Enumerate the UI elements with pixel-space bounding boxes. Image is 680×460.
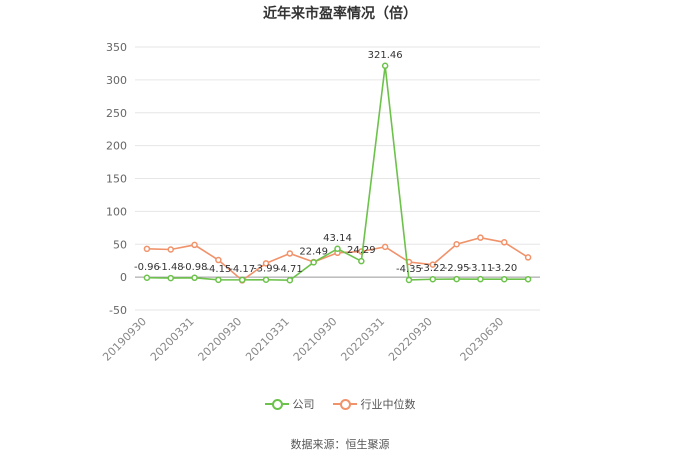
data-label: -4.15 bbox=[205, 264, 231, 275]
data-point-company bbox=[310, 259, 317, 266]
y-tick-label: 350 bbox=[106, 41, 127, 54]
data-point-company bbox=[191, 274, 198, 282]
data-point-company bbox=[358, 257, 365, 265]
data-label: -3.11 bbox=[468, 263, 494, 274]
data-point-company bbox=[453, 275, 460, 283]
legend-swatch-company bbox=[264, 399, 289, 410]
data-point-company bbox=[524, 275, 532, 283]
data-label: 24.29 bbox=[347, 245, 376, 256]
data-point-company bbox=[286, 276, 294, 284]
data-point-company bbox=[381, 62, 389, 70]
data-label: 321.46 bbox=[368, 50, 403, 61]
data-point-company bbox=[238, 276, 246, 284]
data-source: 数据来源：恒生聚源 bbox=[290, 438, 390, 451]
data-point-company bbox=[143, 274, 151, 282]
data-point-company bbox=[167, 274, 174, 282]
data-point-company bbox=[429, 275, 437, 283]
data-label: -3.99 bbox=[253, 264, 279, 275]
data-label: -4.17 bbox=[229, 264, 255, 275]
data-point-company bbox=[215, 276, 222, 284]
data-label: -3.22 bbox=[420, 263, 446, 274]
line-chart: 350 300 250 200 150 100 50 0 -502019093020200331… bbox=[100, 41, 540, 364]
data-label: -4.71 bbox=[277, 264, 303, 275]
data-point-company bbox=[477, 275, 484, 283]
x-tick-label: 20190930 bbox=[100, 315, 149, 364]
data-point-company bbox=[334, 245, 341, 253]
data-point-industry bbox=[524, 254, 532, 261]
legend-swatch-industry bbox=[332, 399, 357, 410]
x-tick-label: 20210930 bbox=[291, 315, 340, 364]
y-tick-label: -50 bbox=[109, 304, 127, 317]
y-tick-label: 200 bbox=[106, 140, 127, 153]
data-label: -1.48 bbox=[158, 262, 184, 273]
data-point-industry bbox=[215, 256, 222, 264]
data-label: -2.95 bbox=[444, 263, 470, 274]
data-point-industry bbox=[143, 245, 151, 253]
data-label: 22.49 bbox=[299, 246, 328, 257]
legend: 公司 行业中位数 bbox=[0, 396, 680, 412]
data-label: -3.20 bbox=[491, 263, 517, 274]
data-point-company bbox=[501, 275, 508, 283]
data-label: -4.35 bbox=[396, 264, 422, 275]
y-tick-label: 150 bbox=[106, 173, 127, 186]
data-label: -0.98 bbox=[182, 262, 208, 273]
data-label: 43.14 bbox=[323, 233, 352, 244]
data-point-industry bbox=[429, 261, 437, 268]
data-point-industry bbox=[477, 234, 484, 241]
legend-label-industry: 行业中位数 bbox=[360, 398, 416, 411]
x-tick-label: 20210331 bbox=[243, 315, 292, 364]
y-tick-label: 300 bbox=[106, 74, 127, 87]
data-point-industry bbox=[381, 243, 389, 251]
data-point-industry bbox=[286, 250, 294, 257]
data-point-company bbox=[405, 276, 413, 284]
data-point-industry bbox=[191, 241, 198, 249]
y-tick-label: 50 bbox=[113, 238, 127, 251]
y-tick-label: 250 bbox=[106, 107, 127, 120]
y-tick-label: 100 bbox=[106, 205, 127, 218]
data-point-industry bbox=[453, 241, 460, 248]
x-tick-label: 20200331 bbox=[148, 315, 197, 364]
data-point-industry bbox=[167, 246, 174, 253]
data-point-company bbox=[262, 276, 270, 283]
x-tick-label: 20220930 bbox=[386, 315, 435, 364]
y-tick-label: 0 bbox=[120, 271, 127, 284]
legend-item-industry[interactable]: 行业中位数 bbox=[332, 396, 416, 412]
chart-title: 近年来市盈率情况（倍） bbox=[263, 6, 417, 22]
x-tick-label: 20230630 bbox=[458, 315, 507, 364]
x-tick-label: 20220331 bbox=[338, 315, 387, 364]
legend-label-company: 公司 bbox=[292, 398, 315, 411]
legend-item-company[interactable]: 公司 bbox=[264, 396, 315, 412]
data-label: -0.96 bbox=[134, 262, 160, 273]
data-point-industry bbox=[501, 239, 508, 246]
x-tick-label: 20200930 bbox=[196, 315, 245, 364]
data-point-industry bbox=[262, 260, 270, 267]
